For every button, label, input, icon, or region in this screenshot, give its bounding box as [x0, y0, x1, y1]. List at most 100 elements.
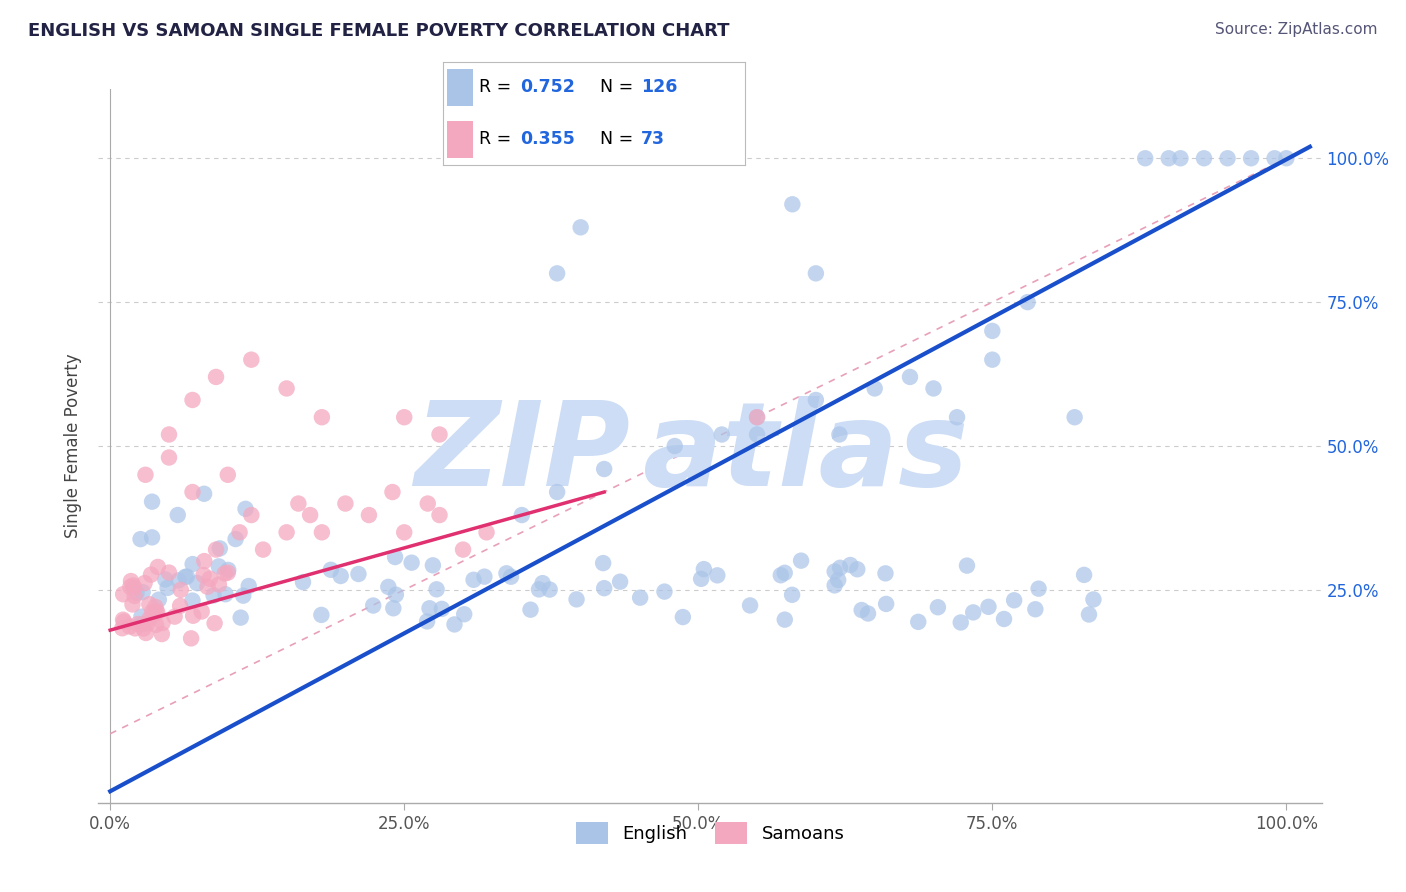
- Point: [949, 615, 972, 630]
- Point: [1028, 582, 1050, 596]
- Point: [927, 600, 949, 615]
- Point: [804, 392, 827, 407]
- Point: [228, 525, 250, 540]
- Point: [329, 569, 352, 583]
- Text: R =: R =: [479, 78, 512, 96]
- Text: 126: 126: [641, 78, 678, 96]
- Point: [962, 606, 984, 620]
- Point: [125, 586, 148, 600]
- Point: [592, 556, 614, 570]
- Point: [443, 617, 465, 632]
- Point: [993, 612, 1015, 626]
- Point: [1264, 151, 1286, 165]
- Point: [229, 610, 252, 624]
- Point: [152, 615, 174, 630]
- Text: 73: 73: [641, 130, 665, 148]
- Point: [131, 585, 153, 599]
- Point: [276, 525, 298, 540]
- Point: [977, 599, 1000, 614]
- Point: [217, 467, 239, 482]
- Point: [208, 559, 231, 574]
- Point: [146, 605, 169, 619]
- Point: [430, 602, 453, 616]
- Point: [141, 530, 163, 544]
- Point: [181, 608, 204, 623]
- Point: [690, 572, 713, 586]
- Point: [174, 570, 197, 584]
- Point: [519, 602, 541, 616]
- Point: [252, 542, 274, 557]
- Point: [381, 485, 404, 500]
- Point: [193, 487, 215, 501]
- Point: [180, 632, 202, 646]
- Point: [609, 574, 631, 589]
- Point: [418, 601, 440, 615]
- Point: [382, 601, 405, 615]
- Point: [531, 576, 554, 591]
- Point: [830, 561, 852, 575]
- Point: [124, 621, 146, 635]
- Point: [654, 584, 676, 599]
- Point: [181, 593, 204, 607]
- Point: [856, 607, 879, 621]
- Point: [426, 582, 449, 597]
- Point: [118, 619, 141, 633]
- Point: [186, 576, 208, 591]
- Point: [824, 578, 846, 592]
- Point: [745, 410, 768, 425]
- Point: [706, 568, 728, 582]
- Point: [1275, 151, 1298, 165]
- Point: [922, 381, 945, 395]
- Point: [181, 485, 204, 500]
- Point: [745, 427, 768, 442]
- Point: [769, 568, 792, 582]
- Point: [163, 609, 186, 624]
- Point: [839, 558, 862, 572]
- Point: [235, 501, 257, 516]
- Point: [474, 569, 496, 583]
- FancyBboxPatch shape: [447, 121, 472, 159]
- Point: [347, 566, 370, 581]
- Point: [827, 573, 849, 587]
- Text: R =: R =: [479, 130, 512, 148]
- Point: [208, 577, 231, 591]
- Point: [202, 588, 225, 602]
- Point: [664, 439, 686, 453]
- Point: [429, 427, 451, 442]
- Point: [205, 370, 228, 384]
- Point: [981, 324, 1004, 338]
- Point: [122, 578, 145, 592]
- Point: [773, 613, 796, 627]
- Point: [134, 576, 156, 591]
- Point: [851, 603, 873, 617]
- Point: [170, 582, 193, 597]
- Point: [122, 581, 145, 595]
- Point: [157, 427, 180, 442]
- Point: [112, 587, 135, 601]
- Point: [111, 621, 134, 635]
- Point: [463, 573, 485, 587]
- Point: [593, 581, 616, 595]
- Point: [1002, 593, 1025, 607]
- Point: [565, 592, 588, 607]
- Point: [166, 508, 188, 522]
- Point: [131, 617, 153, 632]
- Point: [155, 573, 177, 587]
- Text: ENGLISH VS SAMOAN SINGLE FEMALE POVERTY CORRELATION CHART: ENGLISH VS SAMOAN SINGLE FEMALE POVERTY …: [28, 22, 730, 40]
- Point: [181, 392, 204, 407]
- Point: [527, 582, 550, 597]
- Point: [120, 580, 142, 594]
- Point: [157, 450, 180, 465]
- Point: [127, 617, 149, 632]
- Text: atlas: atlas: [643, 396, 969, 510]
- Point: [143, 607, 166, 621]
- Point: [357, 508, 380, 522]
- Point: [1017, 295, 1039, 310]
- Point: [384, 549, 406, 564]
- Point: [538, 582, 561, 597]
- FancyBboxPatch shape: [447, 69, 472, 106]
- Point: [361, 599, 384, 613]
- Point: [121, 598, 143, 612]
- Point: [1063, 410, 1085, 425]
- Point: [311, 525, 333, 540]
